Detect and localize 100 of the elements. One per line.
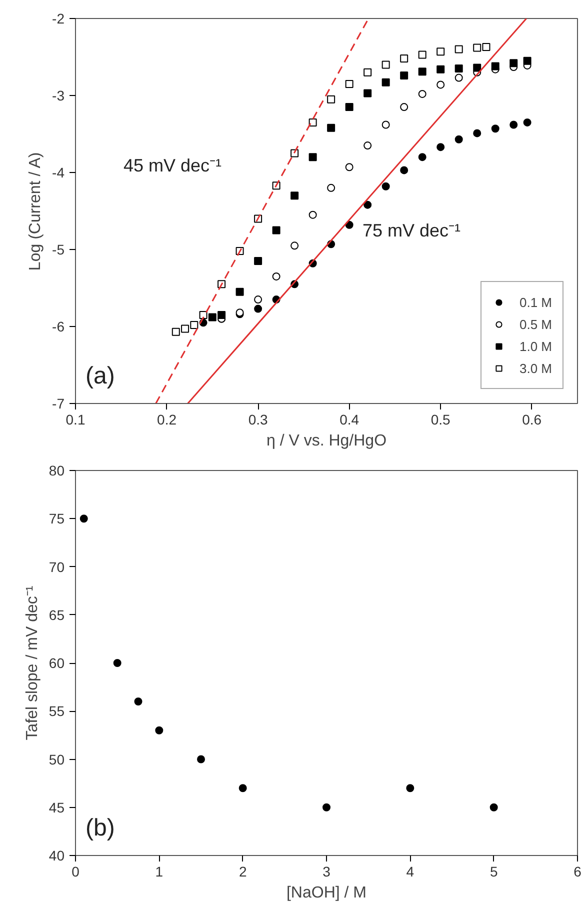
x-tick-label: 0.2 <box>157 412 177 428</box>
point <box>290 242 299 250</box>
point <box>473 64 482 72</box>
y-tick-label: -6 <box>52 318 65 334</box>
point <box>272 272 280 280</box>
legend-label: 0.5 M <box>519 316 552 332</box>
point <box>113 659 122 667</box>
point <box>473 129 482 138</box>
y-axis-title: Tafel slope / mV dec⁻¹ <box>24 586 41 740</box>
point <box>418 153 426 162</box>
y-tick-label: 40 <box>48 848 65 864</box>
legend-label: 3.0 M <box>519 360 552 376</box>
point <box>208 313 216 322</box>
point <box>190 320 198 329</box>
x-tick-label: 0 <box>72 864 80 880</box>
x-tick-label: 0.3 <box>248 412 268 428</box>
point <box>199 310 208 319</box>
point <box>454 45 463 54</box>
point <box>290 192 299 200</box>
y-tick-label: 80 <box>48 462 65 478</box>
point <box>254 304 262 313</box>
annotation: 75 mV dec⁻¹ <box>362 220 461 240</box>
point <box>454 74 463 82</box>
legend-label: 1.0 M <box>519 338 552 354</box>
point <box>238 784 247 792</box>
point <box>406 784 414 792</box>
point <box>436 65 445 74</box>
y-tick-label: -5 <box>52 242 65 258</box>
point <box>490 803 498 812</box>
point <box>454 64 463 73</box>
y-tick-label: -3 <box>52 88 65 104</box>
x-tick-label: 4 <box>406 864 414 880</box>
point <box>400 54 408 63</box>
point <box>308 153 317 162</box>
annotation: 45 mV dec⁻¹ <box>124 156 222 176</box>
point <box>218 310 226 319</box>
point <box>308 118 317 126</box>
point <box>523 56 532 65</box>
point <box>382 182 390 190</box>
y-tick-label: 60 <box>48 655 65 671</box>
x-tick-label: 5 <box>490 864 498 880</box>
annotation: (a) <box>86 362 115 390</box>
y-tick-label: 70 <box>48 558 65 575</box>
x-tick-label: 6 <box>574 864 582 880</box>
x-axis-title: η / V vs. Hg/HgO <box>266 432 387 450</box>
point <box>436 80 445 89</box>
point <box>308 210 317 219</box>
y-tick-label: 65 <box>48 606 65 623</box>
point <box>364 68 372 76</box>
point <box>345 103 354 112</box>
annotation: (b) <box>86 814 115 842</box>
x-tick-label: 0.5 <box>430 412 451 428</box>
point <box>172 328 180 336</box>
point <box>491 62 500 70</box>
x-tick-label: 0.1 <box>66 412 86 428</box>
point <box>134 698 142 706</box>
y-tick-label: 55 <box>48 703 65 720</box>
point <box>418 50 426 59</box>
point <box>181 324 190 333</box>
y-tick-label: 45 <box>48 799 65 816</box>
y-tick-label: -4 <box>52 164 65 180</box>
point <box>155 726 164 734</box>
x-tick-label: 0.4 <box>340 412 360 428</box>
point <box>322 803 330 812</box>
x-tick-label: 1 <box>155 864 164 880</box>
point <box>236 288 244 296</box>
point <box>436 48 445 56</box>
point <box>382 120 390 129</box>
x-axis-title: [NaOH] / M <box>286 884 367 902</box>
point <box>345 163 354 172</box>
point <box>418 68 426 76</box>
point <box>327 124 336 132</box>
point <box>80 514 88 523</box>
point <box>254 257 262 266</box>
point <box>491 124 500 133</box>
point <box>272 226 280 234</box>
point <box>400 71 408 80</box>
point <box>345 80 354 88</box>
x-tick-label: 3 <box>322 864 331 880</box>
point <box>436 143 445 152</box>
point <box>418 90 426 98</box>
point <box>510 120 518 129</box>
point <box>254 296 262 304</box>
point <box>400 166 408 174</box>
y-tick-label: -2 <box>52 10 65 26</box>
point <box>382 78 390 86</box>
x-tick-label: 0.6 <box>522 412 542 428</box>
point <box>382 60 390 69</box>
y-axis-title: Log (Current / A) <box>27 152 44 271</box>
y-tick-label: 75 <box>48 510 65 527</box>
point <box>364 200 372 209</box>
point <box>400 103 408 112</box>
point <box>454 135 463 144</box>
point <box>482 42 490 51</box>
y-tick-label: -7 <box>52 396 65 412</box>
point <box>327 184 336 192</box>
point <box>364 142 372 150</box>
legend-label: 0.1 M <box>519 294 552 310</box>
point <box>473 44 482 52</box>
point <box>327 95 336 104</box>
